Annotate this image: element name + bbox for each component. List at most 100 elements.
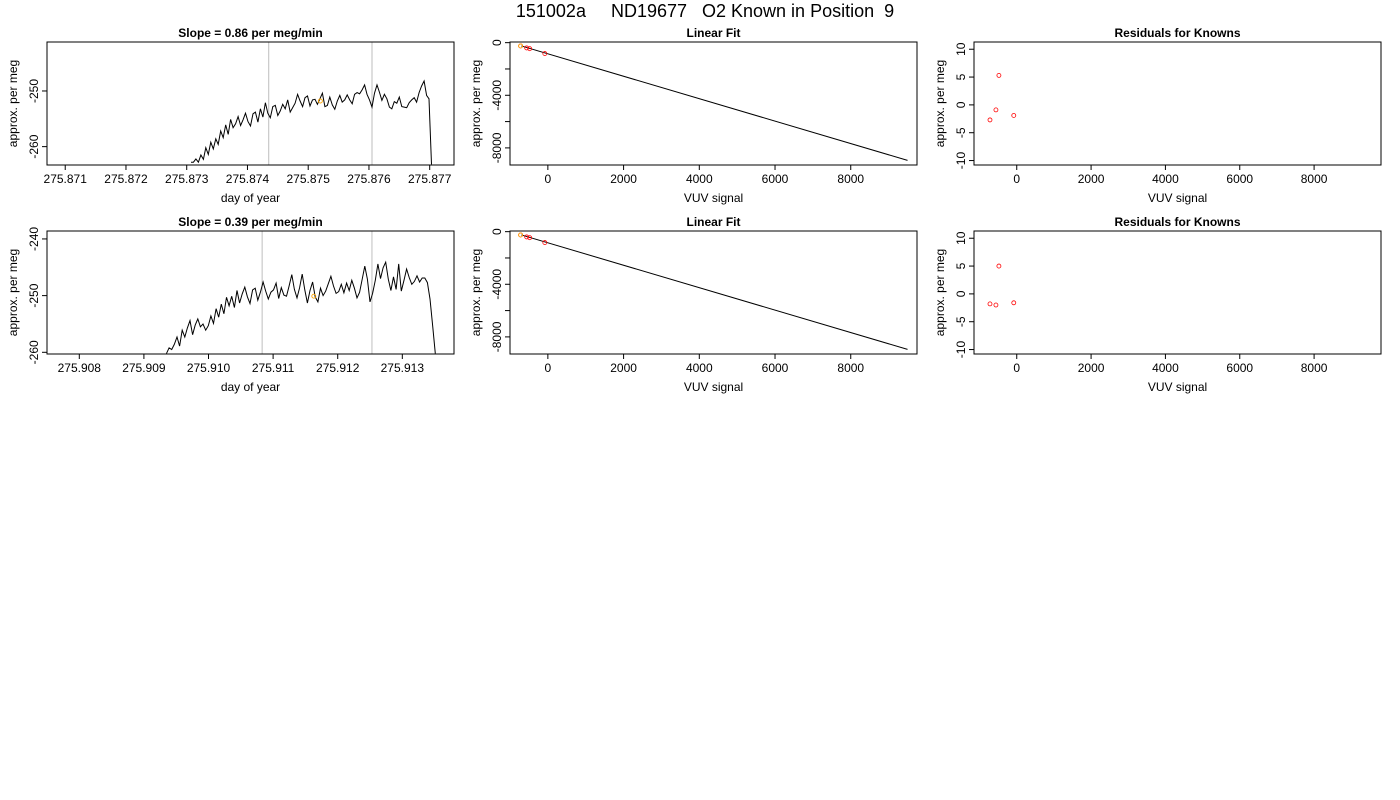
plot-area	[987, 263, 1017, 308]
data-point	[987, 117, 993, 123]
y-tick-label: -10	[954, 152, 968, 170]
highlight-point	[311, 293, 317, 299]
x-tick-label: 6000	[1226, 361, 1253, 375]
plot-frame	[46, 230, 455, 355]
y-tick-label: 10	[954, 42, 968, 56]
x-tick-label: 6000	[762, 172, 789, 186]
y-axis-label: approx. per meg	[933, 249, 947, 336]
x-tick-label: 2000	[610, 361, 637, 375]
panel-title: Residuals for Knowns	[1114, 26, 1240, 40]
plot-frame	[509, 230, 918, 355]
data-point	[1011, 300, 1017, 306]
main-title: 151002a ND19677 O2 Known in Position 9	[515, 1, 895, 21]
x-tick-label: 2000	[610, 172, 637, 186]
y-tick-label: -250	[27, 79, 41, 103]
plot-area	[166, 231, 436, 354]
data-point	[527, 235, 533, 241]
y-tick-label: 5	[954, 262, 968, 269]
data-point	[524, 234, 530, 240]
data-point	[527, 46, 533, 52]
x-axis-label: VUV signal	[684, 191, 743, 205]
data-point	[996, 263, 1002, 269]
panel-title: Residuals for Knowns	[1114, 215, 1240, 229]
linearfit-2-panel: Linear Fit 0 2000 4000 6000 8000 0 -4000 -8000 VU…	[469, 215, 918, 394]
fit-line	[521, 45, 908, 161]
plot-area	[191, 42, 432, 165]
data-point	[524, 45, 530, 51]
data-point	[993, 302, 999, 308]
x-tick-label: 8000	[1301, 361, 1328, 375]
x-tick-label: 0	[545, 172, 552, 186]
y-tick-label: 0	[490, 228, 504, 235]
y-axis-label: approx. per meg	[469, 249, 483, 336]
x-tick-label: 0	[1013, 172, 1020, 186]
y-tick-label: 0	[490, 39, 504, 46]
plot-frame	[973, 230, 1382, 355]
y-tick-label: 10	[954, 231, 968, 245]
x-tick-label: 4000	[686, 172, 713, 186]
series-line	[166, 260, 436, 354]
y-tick-label: 5	[954, 73, 968, 80]
x-tick-label: 275.877	[408, 172, 452, 186]
y-tick-label: -5	[954, 316, 968, 327]
x-axis-label: VUV signal	[684, 380, 743, 394]
plot-area	[518, 43, 908, 161]
linearfit-1-panel: Linear Fit 0 2000 4000 6000 8000 0 -4000 -8000 VU…	[469, 26, 918, 205]
x-tick-label: 275.909	[122, 361, 166, 375]
x-tick-label: 275.872	[104, 172, 148, 186]
plot-frame	[973, 41, 1382, 166]
x-tick-label: 275.912	[316, 361, 360, 375]
data-point	[996, 72, 1002, 78]
y-tick-label: -4000	[490, 80, 504, 111]
panel-title: Linear Fit	[686, 26, 740, 40]
fit-line	[521, 234, 908, 350]
x-tick-label: 275.911	[252, 361, 295, 375]
y-tick-label: -260	[27, 340, 41, 364]
x-tick-label: 275.875	[287, 172, 331, 186]
x-axis-label: VUV signal	[1148, 380, 1207, 394]
x-tick-label: 0	[545, 361, 552, 375]
x-tick-label: 4000	[1152, 172, 1179, 186]
x-tick-label: 2000	[1078, 172, 1105, 186]
x-tick-label: 275.913	[381, 361, 425, 375]
x-tick-label: 275.908	[58, 361, 102, 375]
y-tick-label: -8000	[490, 321, 504, 352]
x-tick-label: 275.871	[44, 172, 88, 186]
panel-title: Linear Fit	[686, 215, 740, 229]
y-tick-label: -5	[954, 127, 968, 138]
timeseries-1-panel: Slope = 0.86 per meg/min 275.871 275.872 27…	[6, 26, 455, 205]
y-tick-label: -240	[27, 227, 41, 251]
y-axis-label: approx. per meg	[6, 60, 20, 147]
x-tick-label: 8000	[1301, 172, 1328, 186]
x-tick-label: 8000	[837, 361, 864, 375]
y-tick-label: -10	[954, 341, 968, 359]
plot-area	[518, 232, 908, 350]
y-axis-label: approx. per meg	[933, 60, 947, 147]
panel-title: Slope = 0.39 per meg/min	[178, 215, 322, 229]
x-axis-label: day of year	[221, 191, 280, 205]
plot-frame	[46, 41, 455, 166]
x-tick-label: 0	[1013, 361, 1020, 375]
panel-title: Slope = 0.86 per meg/min	[178, 26, 322, 40]
y-axis-label: approx. per meg	[6, 249, 20, 336]
y-tick-label: -8000	[490, 132, 504, 163]
x-tick-label: 8000	[837, 172, 864, 186]
plot-frame	[509, 41, 918, 166]
x-tick-label: 6000	[762, 361, 789, 375]
y-tick-label: 0	[954, 290, 968, 297]
residuals-1-panel: Residuals for Knowns 0 2000 4000 6000 8000 10 5…	[933, 26, 1382, 205]
x-tick-label: 4000	[686, 361, 713, 375]
series-line	[191, 79, 432, 165]
x-tick-label: 2000	[1078, 361, 1105, 375]
y-tick-label: -260	[27, 134, 41, 158]
y-tick-label: -4000	[490, 269, 504, 300]
y-tick-label: 0	[954, 101, 968, 108]
x-axis-label: day of year	[221, 380, 280, 394]
x-tick-label: 6000	[1226, 172, 1253, 186]
data-point	[1011, 113, 1017, 118]
x-tick-label: 4000	[1152, 361, 1179, 375]
residuals-2-panel: Residuals for Knowns 0 2000 4000 6000 8000 10 5…	[933, 215, 1382, 394]
y-axis-label: approx. per meg	[469, 60, 483, 147]
y-tick-label: -250	[27, 283, 41, 307]
